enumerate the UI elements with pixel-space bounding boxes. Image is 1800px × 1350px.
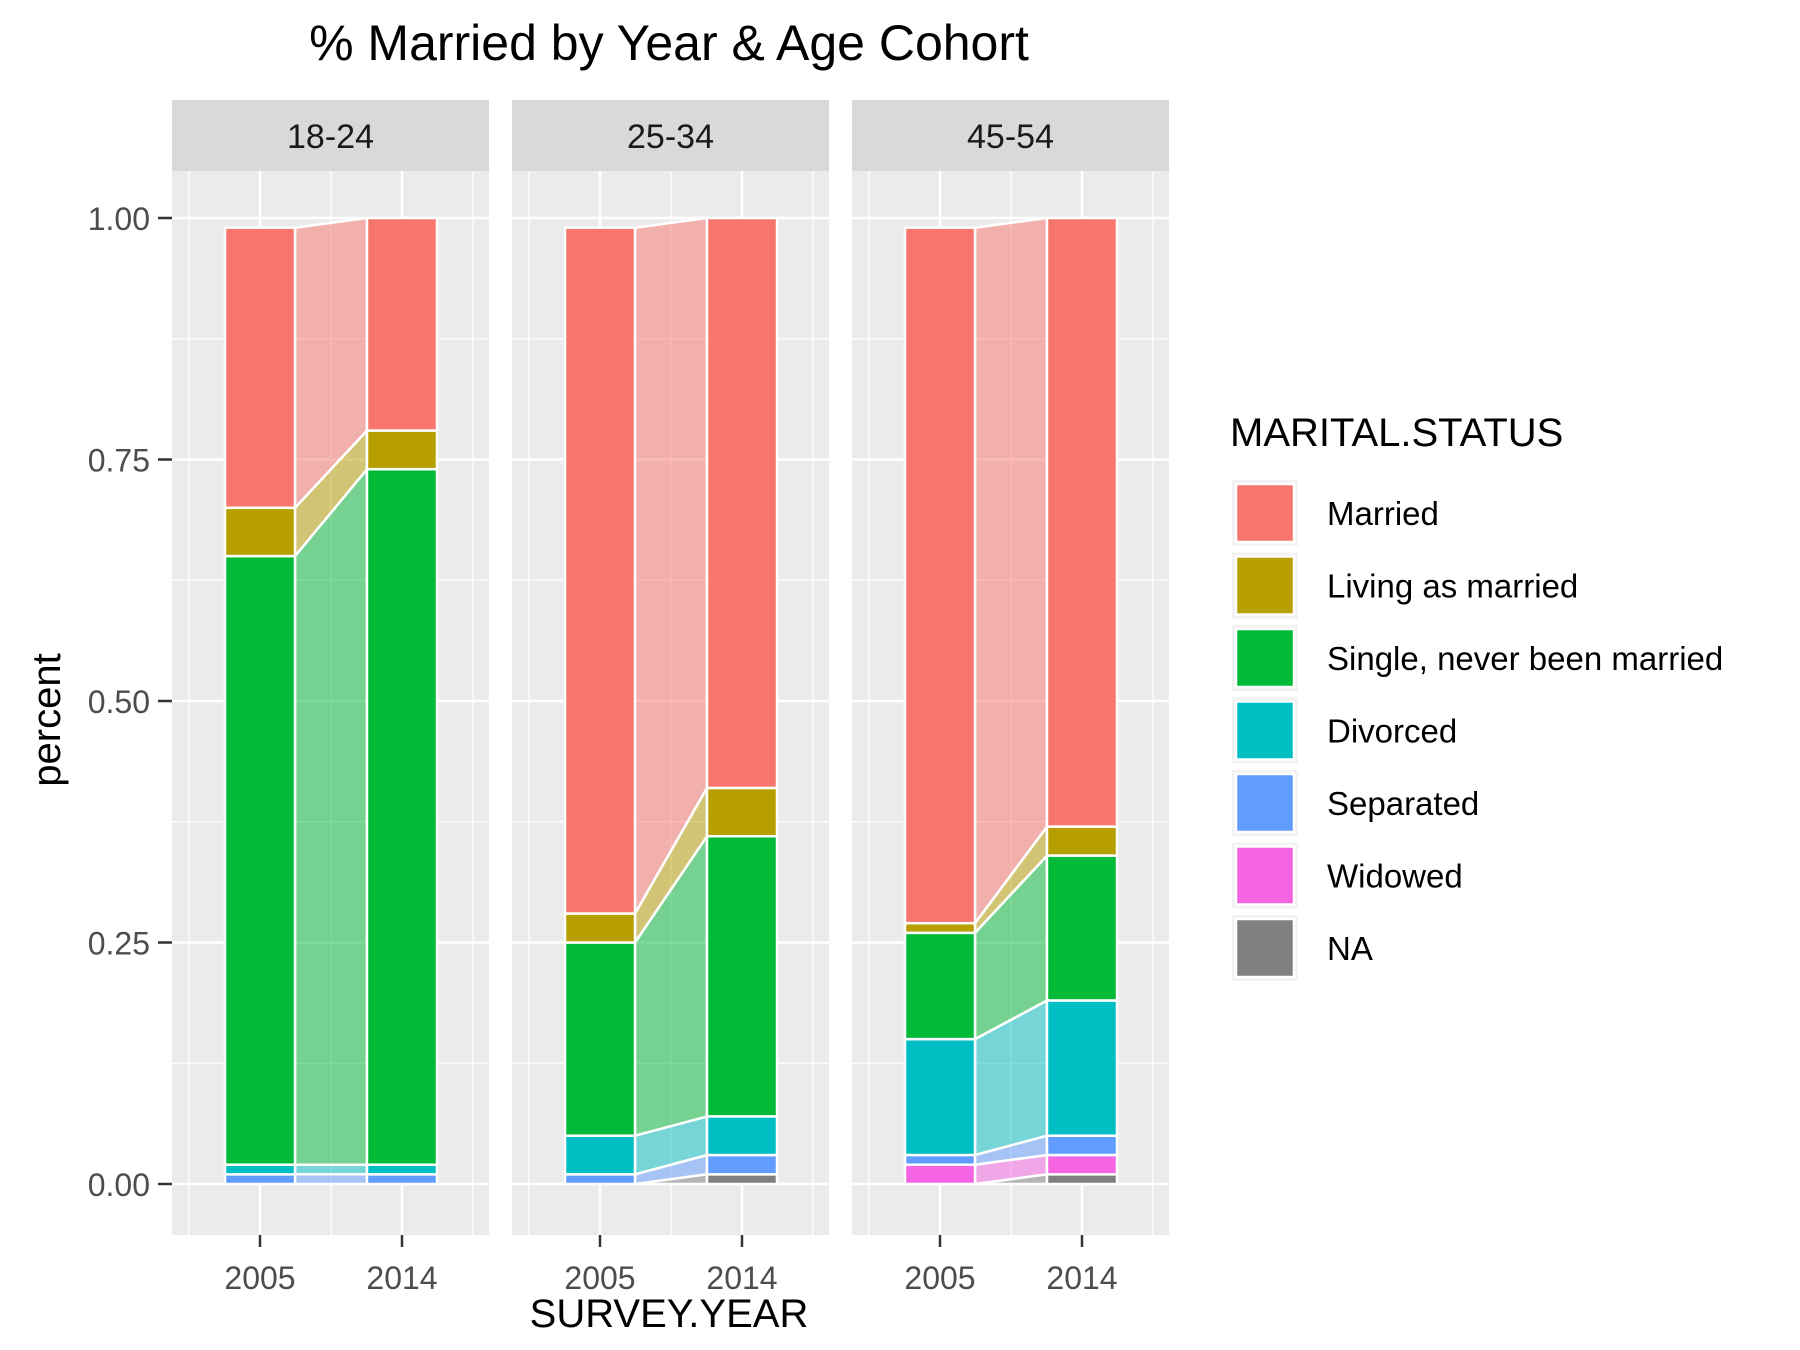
flow-band (293, 1173, 369, 1186)
y-tick-label: 0.75 (88, 443, 150, 479)
x-axis-title: SURVEY.YEAR (530, 1292, 809, 1336)
bar-segment (1045, 999, 1119, 1137)
bar-segment (903, 1163, 977, 1186)
legend-label: Separated (1327, 785, 1479, 822)
bar-segment (705, 1115, 779, 1157)
bar-segment (1045, 216, 1119, 828)
bar-segment (365, 467, 439, 1166)
legend-swatch (1234, 845, 1296, 906)
flow-band (293, 465, 369, 1166)
x-tick-label: 2005 (564, 1260, 635, 1296)
bar-segment (1045, 854, 1119, 1002)
y-tick-label: 0.25 (88, 926, 150, 962)
bar-segment (563, 941, 637, 1137)
bar-segment (1045, 825, 1119, 857)
legend-swatch (1234, 772, 1296, 834)
facet-panels: 18-24 2005 2014 25-34 2005 2014 45-54 2005 2014 (172, 100, 1169, 1296)
x-tick-label: 2014 (1046, 1260, 1117, 1296)
facet-strip (172, 100, 489, 171)
bar-segment (903, 1153, 977, 1166)
bar-segment (563, 1134, 637, 1176)
y-axis-title: percent (25, 653, 69, 786)
legend-label: Living as married (1327, 568, 1578, 605)
bar-segment (223, 554, 297, 1166)
legend-label: Single, never been married (1327, 640, 1723, 677)
legend-label: NA (1327, 930, 1373, 967)
bar-segment (223, 1173, 297, 1186)
bar-segment (903, 1037, 977, 1157)
bar-segment (705, 834, 779, 1118)
flow-band (293, 1163, 369, 1176)
y-tick-label: 0.50 (88, 684, 150, 720)
legend-swatch (1234, 700, 1296, 761)
bar-segment (1045, 1153, 1119, 1176)
bar-segment (365, 429, 439, 471)
legend-label: Widowed (1327, 858, 1463, 895)
x-tick-label: 2014 (366, 1260, 437, 1296)
legend: MARITAL.STATUS Married Living as married Si… (1230, 411, 1723, 981)
bar-segment (223, 226, 297, 510)
bar-segment (365, 1173, 439, 1186)
bar-segment (365, 216, 439, 432)
bar-segment (705, 1153, 779, 1176)
bar-segment (223, 1163, 297, 1176)
facet-strip-label: 18-24 (287, 118, 374, 156)
legend-swatch (1234, 627, 1296, 689)
x-tick-label: 2005 (904, 1260, 975, 1296)
x-tick-label: 2005 (224, 1260, 295, 1296)
legend-label: Married (1327, 495, 1439, 532)
bar-segment (563, 1173, 637, 1186)
bar-segment (1045, 1134, 1119, 1157)
bar-segment (705, 216, 779, 790)
bar-segment (903, 921, 977, 935)
bar-segment (563, 226, 637, 915)
facet-panel: 25-34 2005 2014 (512, 100, 829, 1296)
y-tick-label: 0.00 (88, 1167, 150, 1203)
facet-strip (512, 100, 829, 171)
legend-swatch (1234, 917, 1296, 979)
x-tick-label: 2014 (706, 1260, 777, 1296)
bar-segment (903, 931, 977, 1041)
legend-swatch (1234, 482, 1296, 544)
legend-swatch (1234, 555, 1296, 616)
facet-panel: 18-24 2005 2014 (172, 100, 489, 1296)
bar-segment (705, 786, 779, 838)
chart-title: % Married by Year & Age Cohort (309, 15, 1029, 71)
bar-segment (1045, 1173, 1119, 1186)
legend-label: Divorced (1327, 713, 1457, 750)
flow-band (633, 216, 709, 919)
bar-segment (223, 506, 297, 558)
y-tick-label: 1.00 (88, 201, 150, 237)
flow-band (973, 216, 1049, 927)
y-axis: 0.00 0.25 0.50 0.75 1.00 (88, 201, 172, 1203)
bar-segment (365, 1163, 439, 1176)
legend-title: MARITAL.STATUS (1230, 411, 1563, 455)
bar-segment (903, 226, 977, 925)
facet-strip-label: 25-34 (627, 118, 714, 156)
facet-strip (852, 100, 1169, 171)
bar-segment (563, 912, 637, 944)
bar-segment (705, 1173, 779, 1186)
facet-panel: 45-54 2005 2014 (852, 100, 1169, 1296)
facet-strip-label: 45-54 (967, 118, 1054, 156)
